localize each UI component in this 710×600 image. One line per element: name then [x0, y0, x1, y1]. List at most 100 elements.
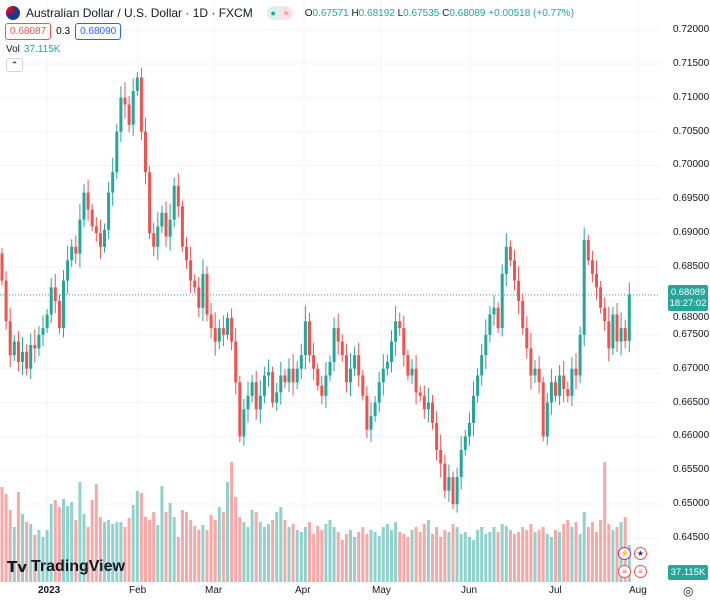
candle-body [517, 280, 521, 301]
candle-body [558, 375, 562, 396]
volume-bar [328, 520, 332, 582]
candle-body [316, 368, 320, 386]
volume-bar [521, 527, 525, 582]
event-usd-flag-icon[interactable]: ≡ [618, 565, 631, 578]
event-lightning-icon[interactable]: ⚡ [618, 547, 631, 560]
candle-body [541, 382, 545, 437]
sell-button[interactable]: 0.68087 [5, 23, 52, 40]
volume-bar [431, 534, 434, 582]
volume-bar [414, 527, 418, 582]
volume-bar [504, 526, 508, 582]
candle-body [459, 449, 463, 478]
volume-bar [283, 520, 287, 582]
volume-bar [135, 491, 139, 582]
candle-body [135, 77, 139, 91]
volume-bar [554, 530, 557, 582]
volume-bar [12, 527, 16, 582]
collapse-legend-button[interactable]: ⌃ [6, 58, 23, 72]
volume-bar [303, 527, 307, 582]
volume-bar [439, 537, 443, 582]
candle-body [279, 375, 283, 393]
volume-bar [144, 517, 147, 582]
time-axis-label: 2023 [38, 585, 61, 596]
candle-body [357, 355, 361, 376]
volume-bar [271, 520, 275, 582]
volume-bar [361, 527, 365, 582]
candle-body [369, 416, 373, 430]
volume-bar [595, 532, 598, 582]
event-usd-flag-icon-2[interactable]: ≡ [634, 565, 647, 578]
candle-body [221, 328, 225, 335]
volume-bar [258, 522, 262, 582]
candle-body [53, 287, 57, 301]
volume-bar [62, 499, 65, 582]
volume-bar [398, 532, 402, 582]
price-axis-label: 0.70500 [673, 125, 710, 137]
volume-bar [193, 526, 197, 582]
volume-bar [500, 524, 504, 582]
price-axis-label: 0.68500 [673, 261, 710, 273]
volume-bar [168, 503, 172, 582]
candle-body [90, 209, 94, 227]
volume-bar [217, 507, 221, 582]
volume-bar [287, 527, 291, 582]
candle-body [37, 334, 41, 349]
volume-bar [176, 537, 180, 582]
candle-body [623, 328, 627, 341]
candle-body [513, 260, 516, 281]
candle-body [262, 375, 266, 396]
volume-bar [467, 537, 471, 582]
volume-bar [344, 534, 348, 582]
candle-body [525, 328, 529, 349]
candle-body [418, 392, 422, 396]
volume-bar [262, 527, 266, 582]
volume-bar [21, 514, 24, 582]
candle-body [295, 368, 299, 383]
candle-body [344, 355, 348, 383]
volume-bar [320, 530, 324, 582]
buy-button[interactable]: 0.68090 [75, 23, 122, 40]
volume-bar [246, 527, 250, 582]
volume-bar [529, 524, 533, 582]
volume-bar [607, 524, 611, 582]
candle-body [504, 246, 508, 274]
volume-bar [357, 532, 361, 582]
tradingview-logo[interactable]: 𝗧𝘃 TradingView [7, 558, 125, 576]
volume-bar [221, 512, 225, 582]
candle-body [250, 382, 254, 396]
volume-bar [119, 522, 123, 582]
candle-body [148, 172, 152, 234]
candle-body [328, 361, 332, 376]
candle-body [398, 321, 402, 329]
candle-body [98, 233, 102, 247]
volume-bar [299, 532, 303, 582]
volume-bar [57, 507, 61, 582]
market-status[interactable]: ● ≈ [266, 6, 293, 20]
volume-bar [49, 504, 53, 582]
bid-ask-row: 0.68087 0.3 0.68090 [5, 23, 122, 40]
volume-bar [45, 530, 49, 582]
settings-gear-icon[interactable]: ◎ [683, 584, 694, 598]
candle-body [549, 382, 553, 403]
price-axis-label: 0.67000 [673, 362, 710, 374]
volume-bar [291, 524, 295, 582]
candle-body [377, 382, 381, 403]
volume-bar [37, 530, 41, 582]
volume-bar [316, 526, 320, 582]
volume-bar [90, 500, 94, 582]
candle-body [390, 341, 393, 362]
time-axis-label: May [372, 585, 391, 596]
volume-bar [53, 500, 57, 582]
event-aud-flag-icon[interactable]: ★ [634, 547, 647, 560]
candle-body [435, 422, 439, 450]
candle-body [246, 395, 250, 410]
candle-body [41, 328, 45, 335]
candle-body [209, 314, 213, 329]
candle-body [508, 246, 512, 261]
candle-body [492, 307, 496, 315]
candle-body [33, 344, 37, 349]
symbol-title[interactable]: Australian Dollar / U.S. Dollar · 1D · F… [26, 6, 253, 20]
candle-body [168, 219, 172, 237]
volume-bar [254, 512, 258, 582]
